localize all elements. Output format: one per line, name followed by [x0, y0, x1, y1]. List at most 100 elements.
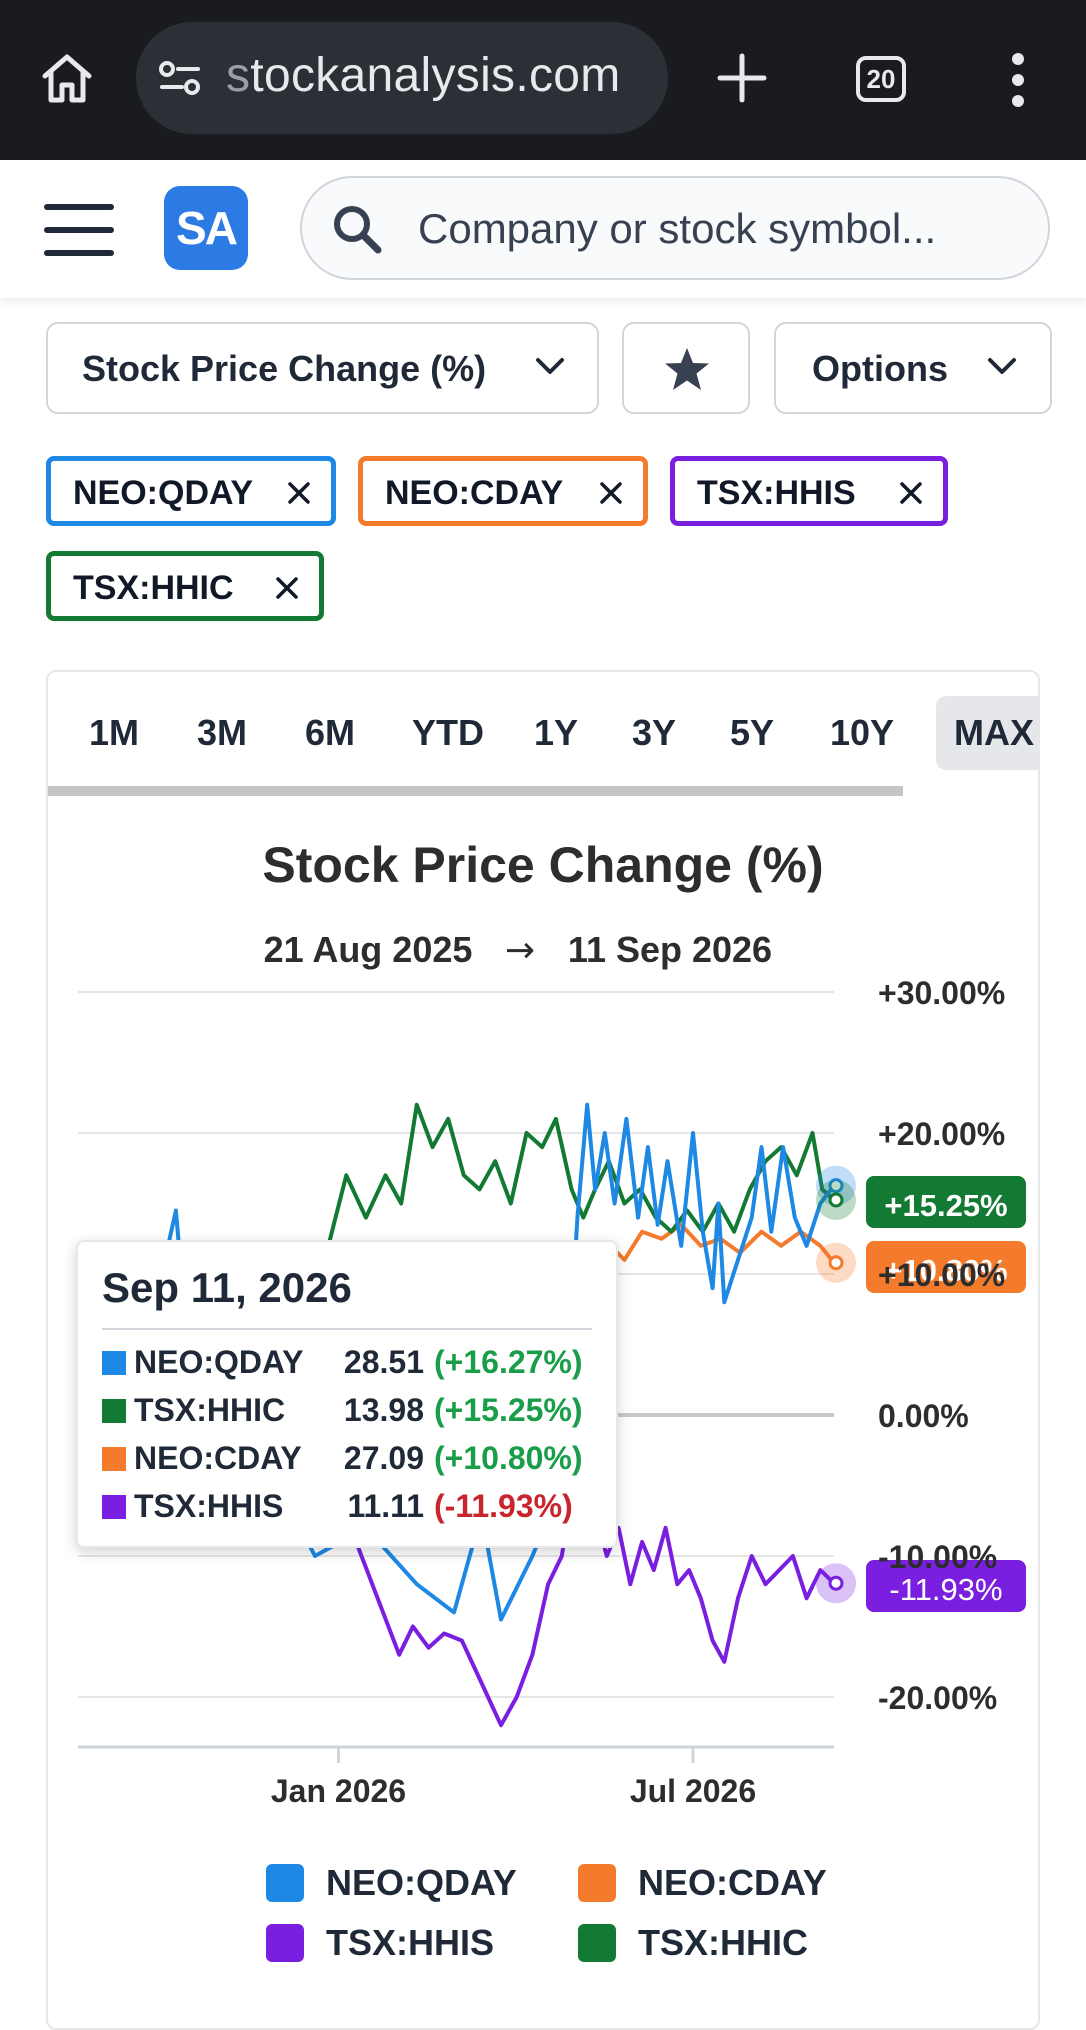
more-menu-icon[interactable]: [1006, 52, 1030, 108]
tooltip-row: NEO:QDAY 28.51 (+16.27%): [102, 1344, 583, 1388]
tab-6m[interactable]: 6M: [304, 712, 355, 753]
legend-swatch: [266, 1864, 304, 1902]
legend-label: TSX:HHIS: [326, 1922, 495, 1963]
chart-title: Stock Price Change (%): [262, 837, 823, 893]
chip-label: TSX:HHIS: [697, 474, 856, 512]
tooltip-change: (+15.25%): [434, 1392, 583, 1428]
tooltip-swatch: [102, 1351, 126, 1375]
search-box[interactable]: [300, 176, 1050, 280]
tab-10y[interactable]: 10Y: [829, 712, 895, 753]
chip-neo-qday[interactable]: NEO:QDAY: [46, 456, 336, 526]
chip-neo-cday[interactable]: NEO:CDAY: [358, 456, 648, 526]
tooltip-change: (+16.27%): [434, 1344, 583, 1380]
series-end-badge: [866, 1560, 1026, 1612]
y-tick-label: 0.00%: [878, 1398, 969, 1434]
chip-tsx-hhic[interactable]: TSX:HHIC: [46, 551, 324, 621]
series-end-dot: [828, 1178, 844, 1194]
close-icon[interactable]: [899, 481, 923, 505]
chip-label: TSX:HHIC: [73, 569, 234, 607]
tooltip-price: 11.11: [347, 1488, 424, 1524]
x-tick-label: Jan 2026: [271, 1773, 406, 1809]
chevron-down-icon: [988, 358, 1016, 374]
site-logo[interactable]: SA: [164, 186, 248, 270]
series-end-label: +10.80%: [884, 1253, 1007, 1288]
close-icon[interactable]: [287, 481, 311, 505]
url-prefix: s: [226, 49, 251, 102]
tooltip-price: 13.98: [343, 1392, 424, 1428]
tab-3y[interactable]: 3Y: [631, 712, 677, 753]
series-end-badge: [866, 1241, 1026, 1293]
series-line-tsx-hhic: [77, 1102, 836, 1417]
tooltip-symbol: TSX:HHIC: [134, 1392, 286, 1428]
tooltip-price: 27.09: [343, 1440, 424, 1476]
tooltip-swatch: [102, 1495, 126, 1519]
url-text[interactable]: stockanalysis.com: [226, 48, 621, 103]
x-tick-label: Jul 2026: [630, 1773, 756, 1809]
time-range-tabs: 1M 3M 6M YTD 1Y 3Y 5Y 10Y MAX: [48, 672, 1038, 792]
tooltip-row: TSX:HHIC 13.98 (+15.25%): [102, 1392, 583, 1436]
url-domain: tockanalysis.com: [250, 49, 621, 102]
series-end-dot: [828, 1575, 844, 1591]
star-icon: [665, 348, 709, 390]
tab-switcher-button[interactable]: 20: [856, 56, 906, 102]
tab-1y[interactable]: 1Y: [533, 712, 579, 753]
site-header: SA: [0, 160, 1086, 298]
legend-label: TSX:HHIC: [638, 1922, 808, 1963]
tooltip-symbol: TSX:HHIS: [134, 1488, 284, 1524]
close-icon[interactable]: [599, 481, 623, 505]
add-to-favorites-button[interactable]: [622, 322, 750, 414]
tooltip-change: (-11.93%): [434, 1488, 573, 1524]
tabs-scrollbar[interactable]: [48, 786, 903, 796]
metric-select-label: Stock Price Change (%): [82, 348, 487, 389]
tab-max[interactable]: MAX: [936, 696, 1038, 770]
date-range-end: 11 Sep 2026: [568, 929, 772, 970]
chip-tsx-hhis[interactable]: TSX:HHIS: [670, 456, 948, 526]
y-tick-label: +10.00%: [878, 1257, 1005, 1293]
chip-label: NEO:CDAY: [385, 474, 564, 512]
series-end-label: -11.93%: [889, 1572, 1002, 1607]
tooltip-date: Sep 11, 2026: [102, 1264, 352, 1311]
legend-label: NEO:QDAY: [326, 1862, 517, 1903]
date-range-start: 21 Aug 2025: [264, 929, 473, 970]
tooltip-row: TSX:HHIS 11.11 (-11.93%): [102, 1488, 573, 1532]
series-end-label: +15.25%: [884, 1188, 1007, 1223]
tooltip-row: NEO:CDAY 27.09 (+10.80%): [102, 1440, 583, 1484]
hamburger-menu-icon[interactable]: [44, 202, 114, 258]
tab-ytd[interactable]: YTD: [412, 712, 484, 753]
chart-tooltip: Sep 11, 2026 NEO:QDAY 28.51 (+16.27%) TSX:…: [76, 1240, 618, 1548]
home-icon[interactable]: [40, 52, 94, 106]
close-icon[interactable]: [275, 576, 299, 600]
new-tab-icon[interactable]: [716, 52, 768, 104]
browser-toolbar: stockanalysis.com 20: [0, 0, 1086, 160]
tooltip-swatch: [102, 1447, 126, 1471]
legend-swatch: [578, 1864, 616, 1902]
series-end-dot: [828, 1192, 844, 1208]
tooltip-symbol: NEO:CDAY: [134, 1440, 302, 1476]
tooltip-swatch: [102, 1399, 126, 1423]
legend-label: NEO:CDAY: [638, 1862, 827, 1903]
tooltip-divider: [102, 1328, 592, 1330]
tooltip-symbol: NEO:QDAY: [134, 1344, 304, 1380]
tooltip-change: (+10.80%): [434, 1440, 583, 1476]
tab-5y[interactable]: 5Y: [729, 712, 775, 753]
chip-label: NEO:QDAY: [73, 474, 254, 512]
options-dropdown[interactable]: Options: [774, 322, 1052, 414]
site-settings-icon[interactable]: [158, 58, 202, 98]
search-input[interactable]: [416, 198, 1020, 260]
legend-swatch: [578, 1924, 616, 1962]
search-icon: [334, 206, 382, 254]
y-tick-label: -20.00%: [878, 1680, 997, 1716]
chevron-down-icon: [536, 358, 564, 374]
tab-3m[interactable]: 3M: [196, 712, 247, 753]
metric-select[interactable]: Stock Price Change (%): [46, 322, 599, 414]
tab-1m[interactable]: 1M: [88, 712, 139, 753]
series-end-dot: [828, 1255, 844, 1271]
series-end-badge: [866, 1176, 1026, 1228]
address-bar[interactable]: stockanalysis.com: [136, 22, 668, 134]
options-label: Options: [812, 348, 948, 389]
date-range-arrow: →: [505, 930, 535, 971]
y-tick-label: +30.00%: [878, 975, 1005, 1011]
y-tick-label: -10.00%: [878, 1539, 997, 1575]
y-tick-label: +20.00%: [878, 1116, 1005, 1152]
